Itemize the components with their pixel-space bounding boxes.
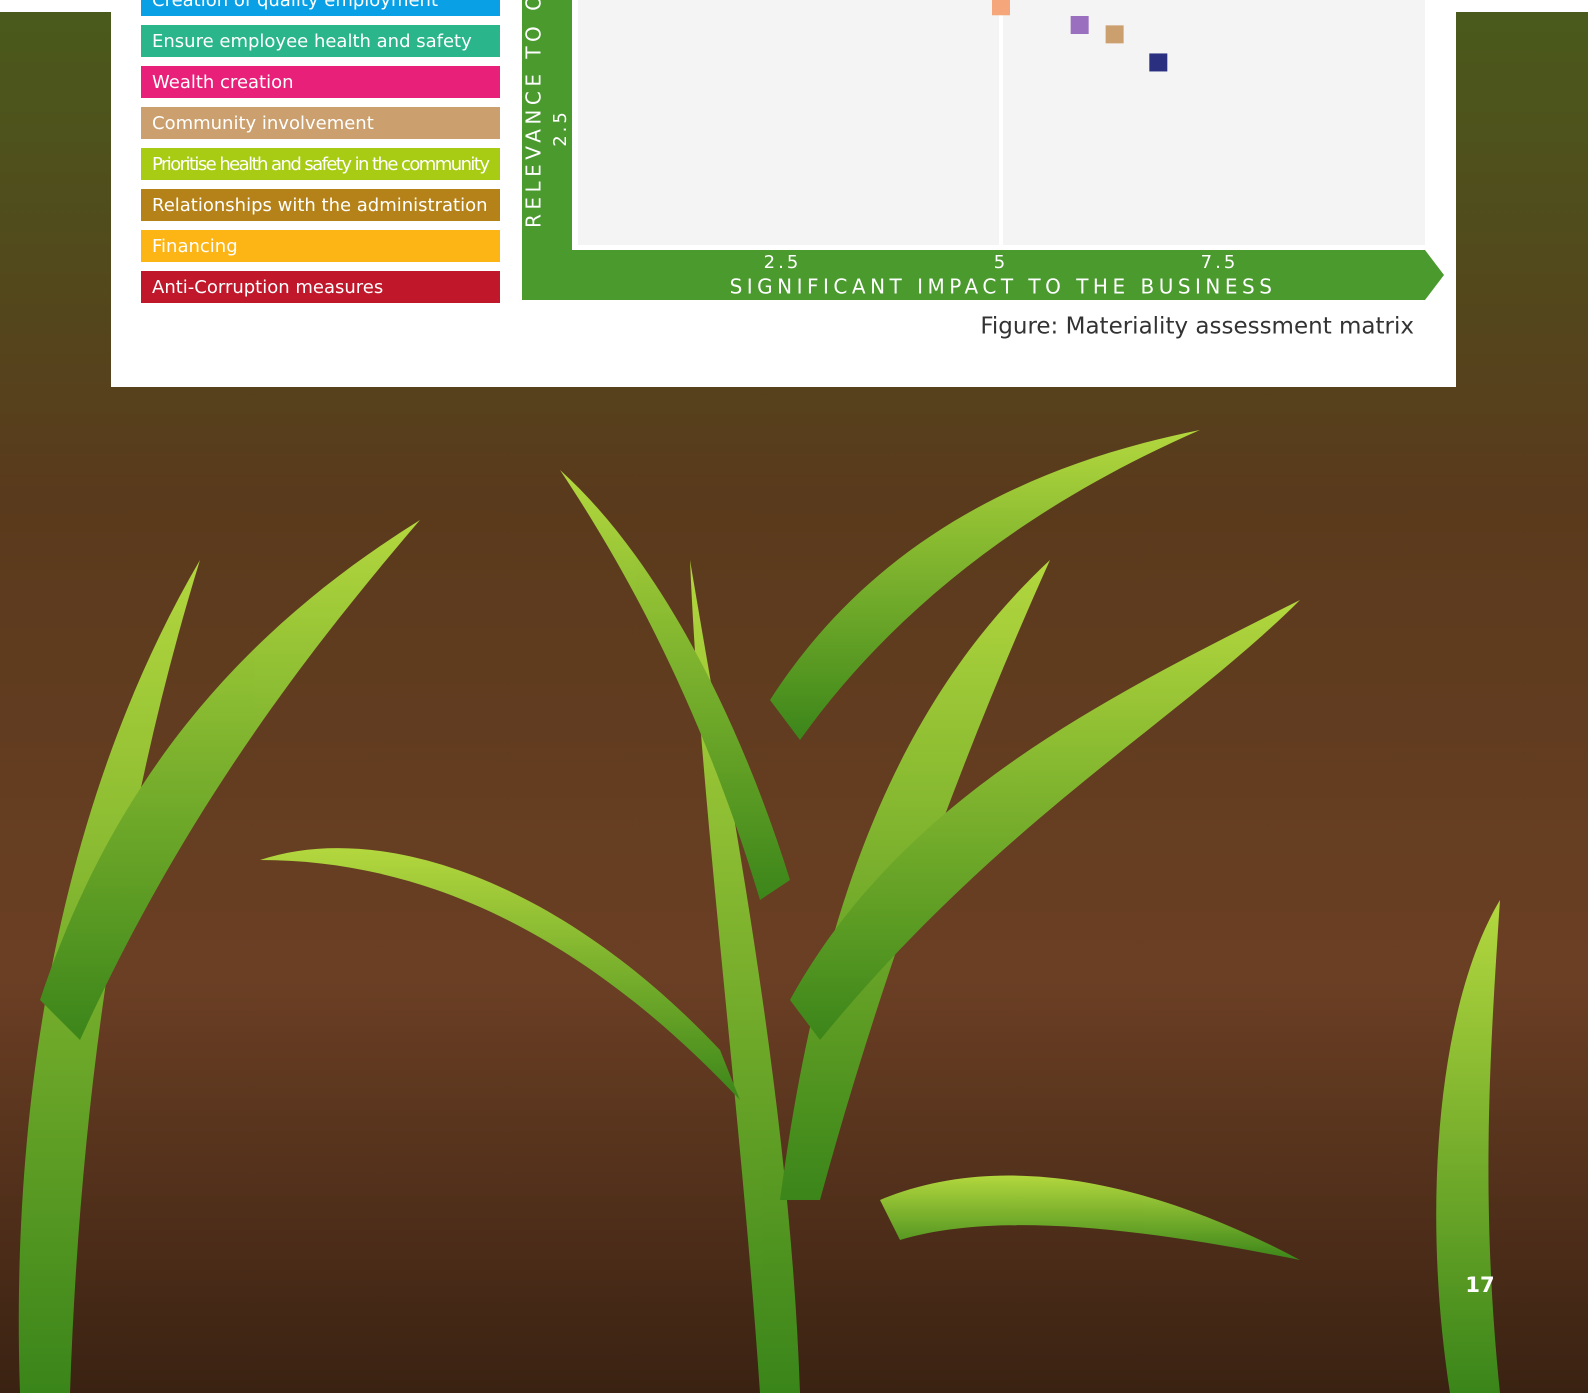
scatter-point	[1105, 25, 1124, 44]
legend-label: Financing	[152, 236, 238, 257]
scatter-point	[1149, 53, 1168, 72]
y-tick-label: 2.5	[550, 109, 571, 147]
x-axis-title: SIGNIFICANT IMPACT TO THE BUSINESS	[730, 275, 1277, 299]
scatter-point	[1070, 16, 1089, 35]
legend-swatch	[141, 271, 500, 303]
x-tick-label: 5	[994, 252, 1008, 273]
legend-label: Creation of quality employment	[152, 0, 438, 11]
photo-plants	[18, 430, 1500, 1393]
legend-swatch	[141, 66, 500, 98]
legend-label: Wealth creation	[152, 72, 294, 93]
scatter-point	[992, 0, 1010, 16]
legend-swatch	[141, 107, 500, 139]
legend-label: Relationships with the administration	[152, 195, 488, 216]
axis-frame	[522, 0, 1444, 300]
y-axis-title: RELEVANCE TO OU	[522, 0, 546, 228]
legend-swatch	[141, 0, 500, 16]
legend-swatch	[141, 148, 500, 180]
x-tick-label: 2.5	[764, 252, 802, 273]
legend-label: Community involvement	[152, 113, 374, 134]
legend-label: Prioritise health and safety in the comm…	[152, 154, 490, 175]
figure-caption: Figure: Materiality assessment matrix	[980, 314, 1414, 340]
legend-label: Ensure employee health and safety	[152, 31, 472, 52]
legend-swatch	[141, 189, 500, 221]
legend-swatch	[141, 230, 500, 262]
page-number: 17	[1465, 1273, 1494, 1297]
legend-swatch	[141, 25, 500, 57]
x-tick-label: 7.5	[1201, 252, 1239, 273]
legend-label: Anti-Corruption measures	[152, 277, 383, 298]
